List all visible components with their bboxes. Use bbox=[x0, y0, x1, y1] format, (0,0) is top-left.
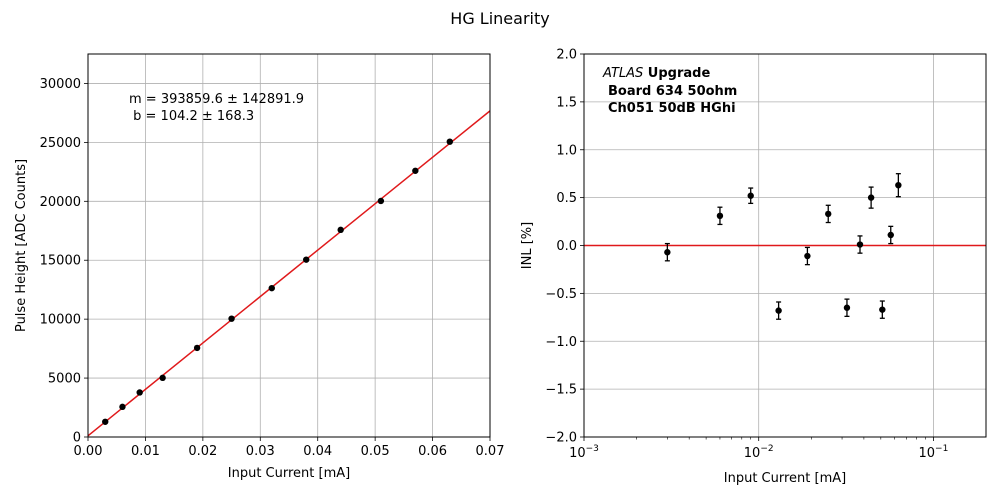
inl-point bbox=[747, 187, 754, 205]
left-points bbox=[102, 138, 453, 425]
data-point bbox=[119, 403, 126, 411]
right-x-tick-label: 10−2 bbox=[744, 444, 774, 461]
atlas-label-bold: Upgrade bbox=[643, 66, 710, 81]
left-chart: 0.00 0.01 0.02 0.03 0.04 0.05 0.06 0.07 0 5000 10… bbox=[14, 53, 505, 481]
data-point bbox=[895, 181, 902, 189]
right-y-ticks: −2.0 −1.5 −1.0 −0.5 0.0 0.5 1.0 1.5 2.0 bbox=[545, 48, 584, 446]
inl-point bbox=[664, 242, 671, 262]
data-point bbox=[337, 226, 344, 234]
inl-point bbox=[867, 186, 875, 209]
left-y-tick-label: 0 bbox=[73, 431, 81, 446]
left-y-tick-label: 15000 bbox=[40, 254, 81, 269]
left-x-tick-label: 0.00 bbox=[74, 444, 103, 459]
data-point bbox=[377, 197, 385, 205]
right-y-tick-label: 0.0 bbox=[556, 239, 577, 254]
left-x-tick-label: 0.06 bbox=[418, 444, 447, 459]
right-y-axis-label: INL [%] bbox=[520, 222, 535, 269]
left-y-tick-label: 10000 bbox=[40, 313, 81, 328]
left-y-tick-label: 30000 bbox=[40, 77, 81, 92]
left-x-tick-label: 0.02 bbox=[188, 444, 217, 459]
fit-annotation-slope: m = 393859.6 ± 142891.9 bbox=[129, 92, 304, 107]
data-point bbox=[102, 418, 109, 425]
data-point bbox=[867, 194, 875, 201]
data-point bbox=[843, 304, 851, 311]
left-grid bbox=[87, 54, 491, 438]
right-y-tick-label: −0.5 bbox=[545, 287, 577, 302]
right-y-tick-label: 2.0 bbox=[556, 48, 577, 63]
inl-point bbox=[843, 298, 851, 318]
data-point bbox=[825, 210, 832, 218]
left-y-axis-label: Pulse Height [ADC Counts] bbox=[14, 159, 29, 332]
inl-point bbox=[879, 300, 886, 319]
left-y-tick-label: 25000 bbox=[40, 136, 81, 151]
left-y-tick-label: 20000 bbox=[40, 195, 81, 210]
right-x-tick-label: 10−3 bbox=[569, 444, 599, 461]
data-point bbox=[804, 252, 811, 260]
left-y-tick-label: 5000 bbox=[48, 372, 81, 387]
right-y-tick-label: −1.5 bbox=[545, 383, 577, 398]
data-point bbox=[446, 138, 453, 145]
board-label: Board 634 50ohm bbox=[608, 84, 737, 99]
data-point bbox=[303, 256, 310, 263]
data-point bbox=[879, 306, 886, 313]
data-point bbox=[856, 241, 864, 248]
inl-point bbox=[716, 206, 724, 226]
data-point bbox=[268, 284, 275, 292]
data-point bbox=[887, 231, 894, 239]
fit-annotation-intercept: b = 104.2 ± 168.3 bbox=[129, 109, 254, 124]
right-x-tick-label: 10−1 bbox=[918, 444, 948, 461]
left-plot-frame bbox=[87, 53, 491, 438]
inl-point bbox=[887, 225, 894, 245]
fit-line bbox=[87, 110, 491, 437]
left-x-tick-label: 0.03 bbox=[246, 444, 275, 459]
data-point bbox=[664, 249, 671, 256]
inl-point bbox=[825, 204, 832, 224]
inl-point bbox=[856, 235, 864, 254]
left-x-tick-label: 0.01 bbox=[131, 444, 160, 459]
left-x-tick-label: 0.04 bbox=[303, 444, 332, 459]
data-point bbox=[775, 307, 782, 314]
right-y-tick-label: 1.0 bbox=[556, 143, 577, 158]
figure-title: HG Linearity bbox=[450, 9, 549, 28]
data-point bbox=[716, 212, 724, 220]
inl-point bbox=[775, 301, 782, 320]
left-x-axis-label: Input Current [mA] bbox=[228, 466, 350, 481]
data-point bbox=[412, 167, 419, 174]
left-y-ticks: 0 5000 10000 15000 20000 25000 30000 bbox=[40, 77, 88, 446]
left-x-ticks: 0.00 0.01 0.02 0.03 0.04 0.05 0.06 0.07 bbox=[74, 437, 505, 459]
right-x-ticks: 10−3 10−2 10−1 bbox=[569, 437, 948, 461]
atlas-label: ATLAS Upgrade bbox=[602, 66, 710, 81]
right-chart: 10−3 10−2 10−1 −2.0 −1.5 −1.0 −0.5 0.0 0.5 1.0 1.… bbox=[520, 48, 987, 486]
data-point bbox=[136, 389, 143, 396]
data-point bbox=[159, 374, 166, 382]
left-fit-line bbox=[87, 110, 491, 437]
right-points bbox=[664, 173, 902, 320]
data-point bbox=[193, 344, 201, 352]
right-y-tick-label: 0.5 bbox=[556, 191, 577, 206]
right-y-tick-label: 1.5 bbox=[556, 95, 577, 110]
data-point bbox=[228, 315, 235, 322]
inl-point bbox=[804, 246, 811, 266]
right-y-tick-label: −1.0 bbox=[545, 335, 577, 350]
right-y-tick-label: −2.0 bbox=[545, 431, 577, 446]
atlas-label-italic: ATLAS bbox=[602, 66, 643, 81]
right-x-axis-label: Input Current [mA] bbox=[724, 471, 846, 486]
channel-label: Ch051 50dB HGhi bbox=[608, 101, 736, 116]
left-x-tick-label: 0.07 bbox=[476, 444, 505, 459]
data-point bbox=[747, 192, 754, 199]
inl-point bbox=[895, 173, 902, 198]
left-x-tick-label: 0.05 bbox=[361, 444, 390, 459]
